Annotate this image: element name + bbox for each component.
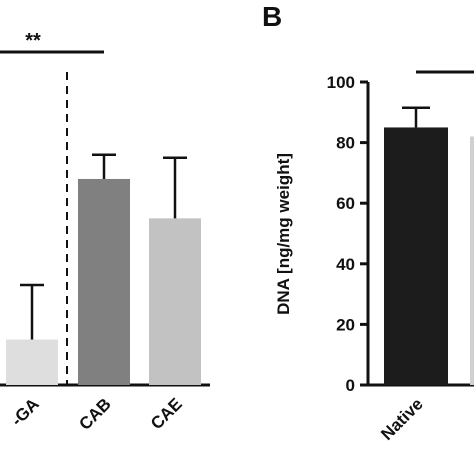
panel-b-y-tick-label: 20 [336,315,355,334]
panel-a-x-labels: -GA CAB CAE [7,394,185,433]
panel-b-y-tick-label: 0 [346,376,355,395]
panel-a-x-tick-label: -GA [7,394,42,429]
panel-b-bars [384,106,474,385]
panel-b-y-ticks: 0 20 40 60 80 100 [327,73,368,395]
panel-label-b: B [262,1,282,32]
panel-b-y-tick-label: 100 [327,73,355,92]
panel-a-bar-CAB [78,178,130,385]
panel-a-bar--GA [6,339,58,385]
panel-a: ** -GA CAB CAE [0,30,210,434]
panel-a-x-tick-label: CAB [75,394,114,433]
panel-b-y-tick-label: 80 [336,134,355,153]
panel-b-y-tick-label: 60 [336,194,355,213]
panel-b-y-tick-label: 40 [336,255,355,274]
panel-a-x-tick-label: CAE [147,394,186,433]
panel-a-significance-label: ** [25,30,41,52]
panel-b-x-tick-label: Native [377,394,427,444]
panel-b-bar-series-1 [470,136,474,385]
panel-b: B DNA [ng/mg weight] 0 20 40 60 80 100 Native [262,1,474,444]
panel-b-x-labels: Native [377,394,427,444]
panel-b-bar-Native [384,127,448,385]
panel-a-bar-CAE [149,218,201,385]
panel-a-bars [6,153,201,385]
panel-b-y-axis-title: DNA [ng/mg weight] [274,153,293,315]
